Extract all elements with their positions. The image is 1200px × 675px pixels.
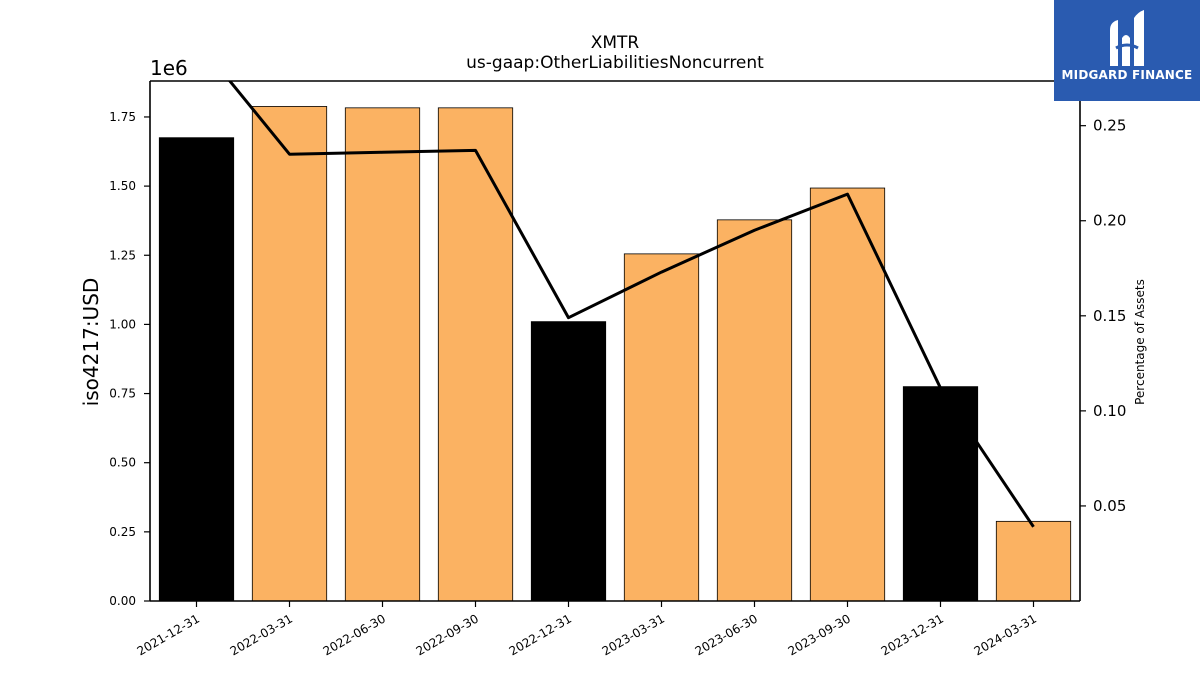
y-axis-offset-label: 1e6 (150, 56, 188, 80)
bar-2023-09-30 (809, 187, 886, 602)
x-tick-label: 2022-12-31 (507, 611, 574, 658)
logo-text: MIDGARD FINANCE (1061, 68, 1193, 82)
bar-2023-12-31 (902, 386, 979, 602)
y-tick-label: 0.75 (109, 387, 136, 401)
x-tick-label: 2022-06-30 (321, 611, 388, 658)
y2-tick-label: 0.05 (1093, 497, 1126, 515)
bar-2022-09-30 (437, 107, 514, 602)
y-tick-label: 1.25 (109, 248, 136, 262)
x-tick-label: 2023-12-31 (879, 611, 946, 658)
y-tick-label: 0.25 (109, 525, 136, 539)
y2-tick-label: 0.15 (1093, 307, 1126, 325)
bar-2022-03-31 (251, 106, 328, 602)
chart-title: XMTR (591, 33, 640, 53)
y-tick-label: 1.00 (109, 317, 136, 331)
y2-tick-label: 0.10 (1093, 402, 1126, 420)
x-tick-label: 2022-09-30 (414, 611, 481, 658)
y2-axis-label: Percentage of Assets (1133, 279, 1147, 405)
y-tick-label: 0.00 (109, 594, 136, 608)
midgard-logo-icon (1110, 10, 1144, 66)
bar-2021-12-31 (158, 137, 235, 602)
bar-2022-12-31 (530, 321, 607, 602)
x-tick-label: 2023-06-30 (693, 611, 760, 658)
y-tick-label: 1.50 (109, 179, 136, 193)
bar-2022-06-30 (344, 107, 421, 602)
y2-tick-label: 0.20 (1093, 212, 1126, 230)
chart-subtitle: us-gaap:OtherLiabilitiesNoncurrent (466, 53, 764, 73)
bar-2023-03-31 (623, 253, 700, 602)
line-layer (227, 81, 1035, 528)
x-tick-label: 2021-12-31 (135, 611, 202, 658)
y2-tick-label: 0.25 (1093, 117, 1126, 135)
y-tick-label: 0.50 (109, 456, 136, 470)
x-tick-label: 2023-03-31 (600, 611, 667, 658)
x-tick-label: 2024-03-31 (972, 611, 1039, 658)
y-tick-label: 1.75 (109, 110, 136, 124)
y-axis-label: iso4217:USD (79, 278, 103, 407)
bar-2024-03-31 (995, 520, 1072, 602)
bars-layer (158, 106, 1072, 602)
percentage-of-assets-line (227, 81, 1035, 528)
brand-logo: MIDGARD FINANCE (1054, 0, 1200, 101)
bar-2023-06-30 (716, 219, 793, 602)
x-tick-label: 2023-09-30 (786, 611, 853, 658)
x-tick-label: 2022-03-31 (228, 611, 295, 658)
